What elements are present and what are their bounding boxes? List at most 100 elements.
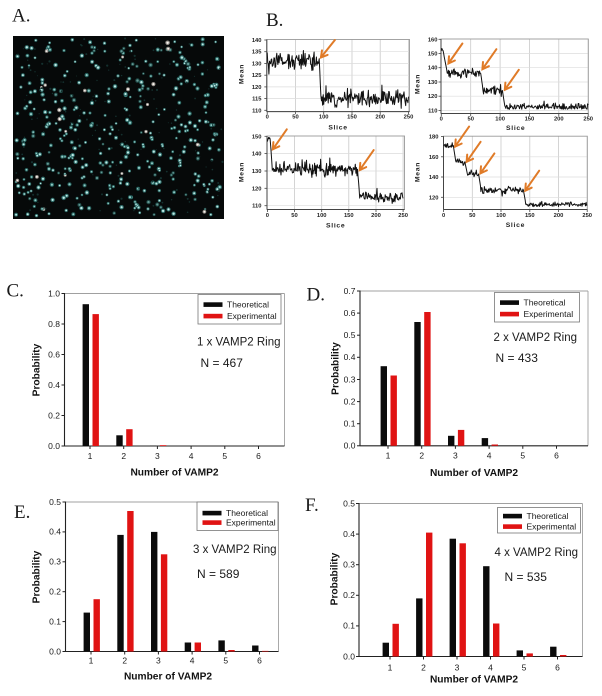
svg-text:N = 433: N = 433 (496, 351, 539, 365)
svg-text:120: 120 (252, 85, 262, 91)
svg-text:Experimental: Experimental (524, 309, 574, 319)
svg-text:Mean: Mean (415, 162, 422, 182)
svg-text:6: 6 (257, 656, 262, 666)
svg-text:200: 200 (554, 116, 564, 122)
svg-text:150: 150 (347, 115, 357, 121)
svg-text:Slice: Slice (328, 125, 347, 132)
svg-text:0.6: 0.6 (48, 349, 60, 359)
svg-text:0.4: 0.4 (344, 352, 356, 362)
svg-text:0.1: 0.1 (343, 621, 355, 631)
svg-text:50: 50 (292, 115, 298, 121)
svg-text:4: 4 (487, 451, 492, 461)
svg-text:135: 135 (252, 50, 262, 56)
svg-text:Theoretical: Theoretical (227, 300, 269, 310)
svg-text:B.: B. (266, 10, 283, 31)
svg-text:2: 2 (421, 663, 426, 673)
svg-text:Experimental: Experimental (527, 522, 577, 532)
svg-text:120: 120 (252, 186, 262, 192)
svg-text:Theoretical: Theoretical (524, 298, 566, 308)
svg-text:3: 3 (155, 451, 160, 461)
svg-text:A.: A. (12, 6, 30, 27)
svg-text:125: 125 (252, 73, 262, 79)
svg-text:2: 2 (122, 656, 127, 666)
svg-text:0.0: 0.0 (48, 441, 60, 451)
svg-text:0.3: 0.3 (343, 560, 355, 570)
svg-text:0: 0 (440, 116, 443, 122)
svg-text:Probability: Probability (331, 342, 342, 395)
svg-text:130: 130 (252, 61, 262, 67)
svg-text:Probability: Probability (32, 550, 43, 603)
svg-text:Mean: Mean (239, 64, 246, 84)
svg-text:0.4: 0.4 (343, 529, 355, 539)
svg-text:0.2: 0.2 (344, 396, 356, 406)
svg-text:4: 4 (488, 663, 493, 673)
svg-text:5: 5 (520, 451, 525, 461)
svg-text:0.5: 0.5 (343, 498, 355, 508)
svg-text:Probability: Probability (330, 552, 341, 605)
svg-text:4: 4 (190, 656, 195, 666)
svg-text:150: 150 (252, 134, 262, 140)
svg-text:110: 110 (252, 108, 261, 114)
svg-text:0.2: 0.2 (48, 410, 60, 420)
svg-text:50: 50 (291, 213, 297, 219)
svg-text:250: 250 (583, 116, 593, 122)
svg-text:0.3: 0.3 (344, 374, 356, 384)
svg-text:Number of VAMP2: Number of VAMP2 (430, 675, 518, 686)
svg-text:Number of VAMP2: Number of VAMP2 (130, 468, 218, 479)
svg-text:110: 110 (252, 204, 261, 210)
svg-text:5: 5 (522, 663, 527, 673)
svg-text:100: 100 (496, 213, 506, 219)
svg-text:150: 150 (525, 213, 535, 219)
svg-text:200: 200 (375, 115, 385, 121)
svg-text:N = 589: N = 589 (197, 567, 240, 581)
svg-text:140: 140 (429, 175, 439, 181)
svg-text:100: 100 (495, 116, 505, 122)
svg-text:120: 120 (429, 195, 439, 201)
svg-text:115: 115 (252, 97, 262, 103)
svg-text:0: 0 (266, 213, 269, 219)
svg-text:D.: D. (307, 285, 325, 306)
svg-text:5: 5 (222, 451, 227, 461)
svg-text:150: 150 (428, 52, 438, 58)
svg-text:2: 2 (419, 451, 424, 461)
svg-text:1: 1 (89, 656, 94, 666)
svg-text:140: 140 (252, 38, 262, 44)
svg-text:0.2: 0.2 (343, 590, 355, 600)
svg-text:1: 1 (386, 451, 391, 461)
svg-text:1: 1 (88, 451, 93, 461)
svg-text:180: 180 (429, 135, 439, 141)
svg-text:150: 150 (525, 116, 535, 122)
svg-text:Number of VAMP2: Number of VAMP2 (124, 672, 212, 683)
svg-text:2 x VAMP2 Ring: 2 x VAMP2 Ring (494, 332, 578, 344)
svg-text:3: 3 (156, 656, 161, 666)
svg-text:0.0: 0.0 (344, 441, 356, 451)
svg-text:N = 467: N = 467 (201, 356, 244, 370)
svg-text:1: 1 (388, 663, 393, 673)
svg-text:Probability: Probability (32, 343, 43, 396)
svg-text:130: 130 (428, 80, 438, 86)
svg-text:250: 250 (582, 213, 592, 219)
svg-text:Mean: Mean (239, 162, 246, 182)
svg-text:Experimental: Experimental (226, 518, 276, 528)
svg-text:4: 4 (189, 451, 194, 461)
svg-text:0.5: 0.5 (49, 497, 61, 507)
svg-text:0.1: 0.1 (49, 616, 61, 626)
svg-text:130: 130 (252, 169, 262, 175)
svg-text:6: 6 (555, 663, 560, 673)
svg-text:Number of VAMP2: Number of VAMP2 (430, 468, 518, 479)
svg-text:200: 200 (554, 213, 564, 219)
svg-text:2: 2 (121, 451, 126, 461)
svg-text:0.0: 0.0 (343, 651, 355, 661)
svg-text:0: 0 (266, 115, 269, 121)
svg-text:6: 6 (554, 451, 559, 461)
svg-text:0.4: 0.4 (48, 380, 60, 390)
svg-text:4 x VAMP2 Ring: 4 x VAMP2 Ring (495, 547, 579, 559)
svg-text:0.7: 0.7 (344, 286, 356, 296)
svg-text:110: 110 (428, 108, 437, 114)
svg-text:3 x VAMP2 Ring: 3 x VAMP2 Ring (193, 544, 277, 556)
svg-text:3: 3 (455, 663, 460, 673)
svg-text:Slice: Slice (506, 222, 525, 229)
svg-text:120: 120 (428, 94, 438, 100)
svg-text:160: 160 (429, 155, 439, 161)
svg-text:140: 140 (252, 152, 262, 158)
